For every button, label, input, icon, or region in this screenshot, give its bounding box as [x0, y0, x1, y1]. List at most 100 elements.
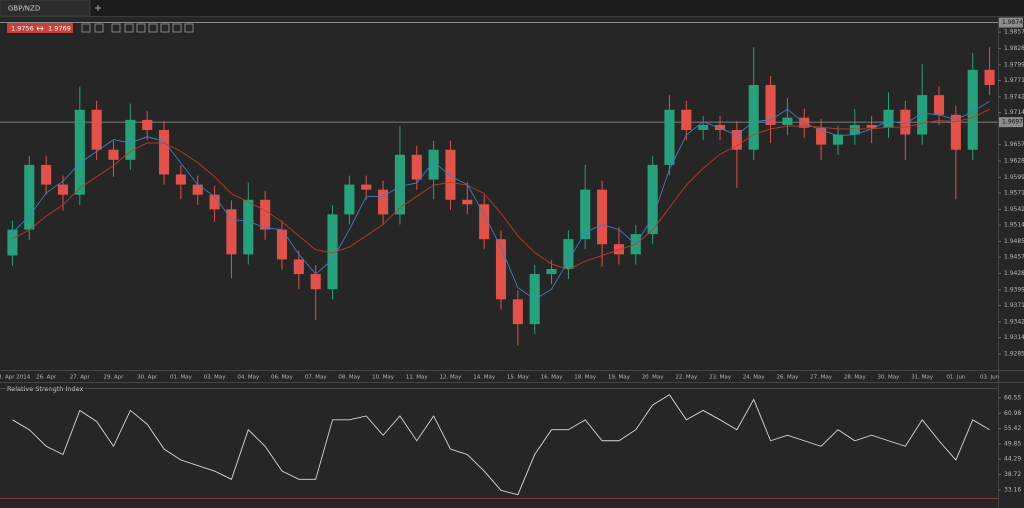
candle-body — [664, 109, 675, 165]
x-tick-label: 26. May — [776, 375, 799, 381]
x-tick-label: 29. Apr — [104, 375, 125, 381]
spread-icon — [36, 26, 44, 31]
x-tick-label: 01. Jun — [946, 375, 966, 381]
x-tick-label: 30. May — [878, 375, 901, 381]
y-tick-label: 1.9742 — [1004, 93, 1024, 100]
candle-body — [91, 109, 102, 150]
candle-body — [967, 69, 978, 150]
y-tick-label: 1.9399 — [1004, 286, 1024, 293]
candle-body — [714, 124, 726, 131]
y-tick-label: 1.9799 — [1004, 61, 1024, 68]
x-tick-label: 06. May — [271, 375, 294, 381]
x-tick-label: 18. May — [574, 375, 597, 381]
x-tick-label: 10. May — [372, 375, 395, 381]
y-tick-label: 49.85 — [1004, 440, 1021, 447]
x-tick-label: 15. May — [507, 375, 530, 381]
x-tick-label: 26. Apr — [36, 375, 57, 381]
zoom-in-button[interactable] — [81, 23, 91, 33]
y-tick-label: 38.72 — [1004, 471, 1021, 478]
rsi-line — [12, 394, 990, 496]
candle-body — [866, 124, 877, 128]
candle-body — [7, 229, 18, 256]
candle-body — [361, 184, 372, 190]
candle-body — [462, 199, 473, 205]
candle-body — [41, 164, 52, 185]
candle-body — [327, 214, 338, 290]
candle-body — [411, 154, 422, 180]
candle-body — [260, 199, 271, 230]
x-tick-label: 27. Apr — [70, 375, 91, 381]
x-tick-label: 23. Apr 2014 — [0, 375, 31, 381]
moving-average — [12, 100, 990, 300]
candle-body — [748, 85, 759, 150]
candle-body — [765, 85, 776, 125]
candle-body — [917, 95, 928, 135]
bid-price: 1.9756 — [11, 25, 34, 33]
crosshair-button[interactable] — [148, 23, 158, 33]
y-tick-label: 1.9514 — [1004, 222, 1024, 229]
x-tick-label: 23. May — [709, 375, 732, 381]
y-tick-label: 55.42 — [1004, 425, 1021, 432]
x-tick-label: 30. Apr — [137, 375, 158, 381]
chart-type-button[interactable] — [111, 23, 121, 33]
candle-body — [344, 184, 355, 215]
zoom-out-button[interactable] — [94, 23, 104, 33]
candle-body — [731, 130, 742, 150]
candle-body — [24, 164, 35, 230]
fibonacci-button[interactable] — [172, 23, 182, 33]
y-tick-label: 44.29 — [1004, 456, 1021, 463]
candle-body — [175, 174, 186, 185]
candle-body — [293, 259, 304, 275]
candle-body — [512, 299, 523, 325]
x-tick-label: 08. May — [338, 375, 361, 381]
candle-body — [647, 164, 658, 235]
pencil-button[interactable] — [184, 23, 194, 33]
add-tab-button[interactable] — [95, 5, 101, 11]
candle-body — [192, 184, 203, 195]
y-tick-label: 1.9657 — [1004, 141, 1024, 148]
list-button[interactable] — [136, 23, 146, 33]
candle-body — [310, 274, 321, 290]
x-tick-label: 11. May — [406, 375, 429, 381]
candle-body — [108, 149, 119, 160]
x-tick-label: 03. May — [204, 375, 227, 381]
draw-button[interactable] — [160, 23, 170, 33]
quote-box[interactable] — [7, 23, 73, 33]
indicators-button[interactable] — [124, 23, 134, 33]
candle-body — [74, 109, 85, 195]
candle-body — [378, 189, 389, 215]
candle-body — [883, 109, 894, 128]
candle-body — [479, 204, 490, 240]
x-tick-label: 12. May — [440, 375, 463, 381]
candle-body — [142, 119, 153, 131]
candle-body — [226, 209, 237, 255]
price-line-badge — [999, 17, 1023, 28]
y-tick-label: 60.98 — [1004, 410, 1021, 417]
y-tick-label: 1.9285 — [1004, 350, 1024, 357]
candle-body — [597, 189, 608, 245]
y-tick-label: 1.9571 — [1004, 190, 1024, 197]
candle-body — [495, 239, 507, 300]
y-tick-label: 1.9485 — [1004, 238, 1024, 245]
y-tick-label: 1.9628 — [1004, 157, 1024, 164]
indicator-title: Relative Strength Index — [7, 385, 84, 393]
x-tick-label: 24. May — [743, 375, 766, 381]
price-line-label: 1.9874 — [1002, 19, 1023, 26]
candle-body — [832, 134, 844, 145]
x-tick-label: 07. May — [305, 375, 328, 381]
y-tick-label: 1.9428 — [1004, 270, 1024, 277]
candle-body — [546, 268, 557, 275]
moving-average — [12, 108, 990, 271]
toolbar — [81, 23, 194, 33]
candle-body — [580, 189, 591, 240]
tab-bar — [0, 0, 1024, 16]
candle-body — [849, 124, 860, 135]
x-tick-label: 28. May — [844, 375, 867, 381]
y-tick-label: 1.9828 — [1004, 45, 1024, 52]
candle-body — [158, 130, 170, 175]
tab-title: GBP/NZD — [8, 5, 40, 13]
candle-body — [933, 95, 945, 115]
price-line-label: 1.9697 — [1002, 119, 1023, 126]
